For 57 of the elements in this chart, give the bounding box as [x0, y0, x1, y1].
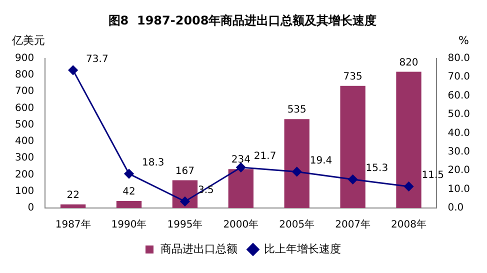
x-tick-label: 1987年	[55, 218, 91, 231]
data-label: 18.3	[142, 157, 164, 168]
y2-axis-title: %	[458, 34, 469, 47]
data-label: 234	[231, 154, 250, 166]
data-label: 19.4	[310, 155, 332, 166]
y2-tick-label: 70.0	[448, 72, 470, 83]
data-label: 21.7	[254, 151, 276, 162]
data-label: 22	[66, 190, 80, 201]
data-label: 735	[343, 71, 362, 82]
y2-tick-label: 50.0	[448, 109, 470, 120]
y-tick-label: 900	[14, 52, 34, 64]
data-label: 42	[122, 186, 136, 198]
y-tick-label: 800	[14, 70, 34, 81]
point	[292, 166, 302, 176]
point	[180, 196, 190, 206]
y-tick-label: 400	[14, 136, 34, 148]
y-tick-label: 200	[14, 169, 34, 180]
y-axis-title: 亿美元	[11, 34, 45, 47]
bar	[60, 204, 86, 208]
bar	[396, 72, 422, 208]
y2-tick-label: 10.0	[448, 184, 470, 195]
x-tick-label: 2000年	[223, 218, 259, 231]
y2-tick-label: 60.0	[448, 90, 470, 102]
data-label: 73.7	[86, 54, 108, 65]
point	[236, 162, 246, 172]
y2-tick-label: 30.0	[448, 146, 470, 158]
y-tick-label: 100	[14, 186, 34, 197]
data-label: 820	[399, 57, 418, 68]
bar	[116, 201, 142, 208]
bar	[284, 119, 310, 208]
y-tick-label: 600	[14, 102, 34, 114]
y-tick-label: 700	[14, 86, 34, 98]
data-label: 535	[287, 104, 306, 116]
y2-tick-label: 20.0	[448, 165, 470, 176]
y-tick-label: 300	[14, 152, 34, 164]
y2-tick-label: 40.0	[448, 128, 470, 139]
x-tick-label: 1995年	[167, 218, 203, 231]
point	[68, 65, 78, 75]
y2-tick-label: 80.0	[448, 52, 470, 64]
y-tick-label: 500	[14, 119, 34, 130]
chart-title: 图8 1987-2008年商品进出口总额及其增长速度	[108, 13, 377, 28]
x-tick-label: 1990年	[111, 218, 147, 231]
legend-label: 比上年增长速度	[264, 242, 341, 256]
data-label: 11.5	[422, 170, 444, 182]
x-tick-label: 2007年	[335, 218, 371, 231]
point	[404, 182, 414, 192]
bar	[340, 86, 366, 208]
y-tick-label: 0	[28, 202, 34, 214]
data-label: 167	[175, 166, 195, 177]
x-tick-label: 2005年	[279, 218, 315, 231]
point	[124, 169, 134, 179]
bar	[228, 169, 254, 208]
x-tick-label: 2008年	[391, 218, 426, 231]
data-label: 15.3	[366, 162, 388, 174]
point	[348, 174, 358, 184]
legend-label: 商品进出口总额	[160, 242, 238, 256]
y2-tick-label: 0.0	[448, 202, 464, 214]
